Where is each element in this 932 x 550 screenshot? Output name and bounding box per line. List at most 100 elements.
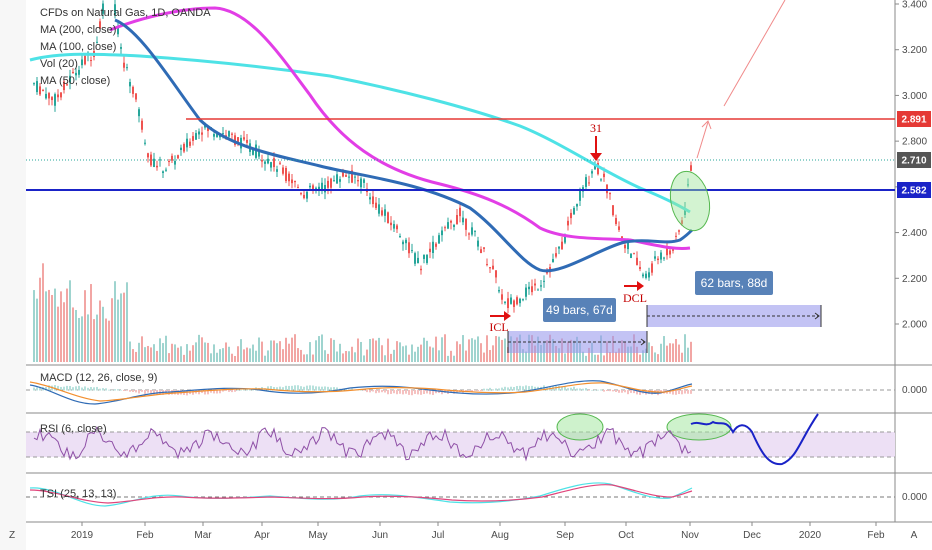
macd-hist-bar [510, 386, 512, 391]
volume-bar [159, 338, 161, 362]
candle-body [123, 62, 125, 68]
legend-vol[interactable]: Vol (20) [40, 58, 78, 70]
volume-bar [171, 343, 173, 362]
volume-bar [150, 347, 152, 362]
candle-body [615, 218, 617, 224]
candle-body [90, 60, 92, 62]
rsi-highlight-ellipse[interactable] [666, 413, 732, 441]
rsi-highlight-ellipse[interactable] [556, 413, 604, 441]
macd-hist-bar [72, 387, 74, 391]
candle-body [237, 137, 239, 143]
range-note-2[interactable] [695, 271, 773, 295]
macd-hist-bar [534, 386, 536, 391]
price-tick-label: 2.400 [902, 228, 927, 239]
volume-bar [87, 314, 89, 362]
candle-body [654, 256, 656, 259]
volume-bar [249, 348, 251, 362]
projection-arrow[interactable] [696, 121, 709, 159]
legend-tsi[interactable]: TSI (25, 13, 13) [40, 488, 116, 500]
volume-bar [261, 341, 263, 362]
volume-bar [387, 338, 389, 362]
macd-hist-bar [366, 390, 368, 393]
legend-ma50[interactable]: MA (50, close) [40, 75, 110, 87]
volume-bar [666, 345, 668, 362]
auto-scale-button[interactable]: A [911, 530, 918, 541]
legend-macd[interactable]: MACD (12, 26, close, 9) [40, 372, 157, 384]
time-tick-label: Jun [372, 530, 388, 541]
time-tick-label: Oct [618, 530, 634, 541]
legend-rsi[interactable]: RSI (6, close) [40, 423, 107, 435]
macd-hist-bar [594, 389, 596, 391]
candle-body [432, 241, 434, 253]
candle-body [612, 205, 614, 216]
legend-ma100[interactable]: MA (100, close) [40, 41, 116, 53]
volume-bar [81, 316, 83, 362]
macd-hist-bar [648, 390, 650, 394]
date-range-box[interactable] [508, 331, 647, 353]
macd-hist-bar [345, 389, 347, 391]
candle-body [369, 197, 371, 200]
candle-body [333, 180, 335, 182]
volume-bar [639, 354, 641, 362]
macd-hist-bar [309, 385, 311, 391]
range-note-1[interactable] [543, 298, 616, 322]
macd-hist-bar [96, 386, 98, 391]
candle-body [138, 109, 140, 117]
candle-body [681, 220, 683, 224]
candle-body [129, 81, 131, 87]
candle-body [60, 92, 62, 98]
volume-bar [204, 342, 206, 362]
rsi-projection-line[interactable] [690, 413, 819, 466]
candle-body [456, 215, 458, 225]
candle-body [285, 168, 287, 182]
left-toolbar [0, 0, 26, 550]
volume-bar [441, 337, 443, 362]
rsi-band [26, 432, 895, 457]
candle-body [381, 210, 383, 216]
macd-hist-bar [618, 390, 620, 393]
trend-line[interactable] [723, 0, 786, 107]
volume-bar [675, 339, 677, 362]
ma100-line [109, 6, 691, 250]
tsi-signal-line [29, 484, 693, 504]
volume-bar [663, 336, 665, 362]
arrow-head-icon [701, 120, 712, 130]
macd-hist-bar [111, 389, 113, 391]
legend-ma200[interactable]: MA (200, close) [40, 24, 116, 36]
volume-bar [111, 298, 113, 362]
volume-bar [432, 347, 434, 362]
macd-hist-bar [483, 388, 485, 391]
candle-body [378, 204, 380, 214]
macd-hist-bar [558, 385, 560, 391]
candle-body [321, 182, 323, 190]
volume-bar [453, 355, 455, 362]
time-tick-label: Dec [743, 530, 761, 541]
candle-body [645, 273, 647, 278]
volume-bar [378, 337, 380, 362]
macd-hist-bar [624, 390, 626, 393]
volume-bar [162, 343, 164, 362]
macd-hist-bar [516, 386, 518, 391]
volume-bar [393, 349, 395, 362]
macd-hist-bar [426, 390, 428, 394]
highlight-ellipse[interactable] [665, 168, 715, 235]
volume-bar [210, 353, 212, 362]
candle-body [465, 218, 467, 230]
volume-bar [333, 339, 335, 362]
macd-hist-bar [387, 390, 389, 395]
macd-hist-bar [249, 388, 251, 391]
volume-bar [462, 335, 464, 362]
volume-bar [57, 306, 59, 362]
timezone-button[interactable]: Z [9, 530, 15, 541]
candle-body [405, 239, 407, 244]
macd-hist-bar [474, 390, 476, 391]
price-axis-area[interactable] [895, 0, 932, 550]
chart-title[interactable]: CFDs on Natural Gas, 1D, OANDA [40, 7, 211, 19]
candle-body [399, 236, 401, 238]
macd-hist-bar [267, 386, 269, 391]
volume-bar [141, 336, 143, 362]
candle-body [501, 294, 503, 300]
candle-body [594, 166, 596, 170]
volume-bar [657, 354, 659, 362]
macd-hist-bar [501, 387, 503, 391]
